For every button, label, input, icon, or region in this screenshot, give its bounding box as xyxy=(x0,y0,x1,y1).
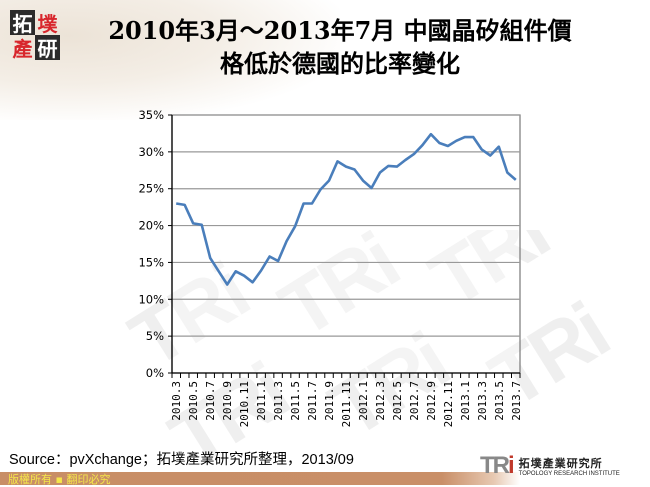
title-line-2: 格低於德國的比率變化 xyxy=(220,49,460,78)
y-tick-label: 20% xyxy=(138,219,164,233)
copyright-text: 版權所有 ▪ 翻印必究 xyxy=(8,473,111,486)
tri-footer-logo: TRi 拓墣產業研究所 TOPOLOGY RESEARCH INSTITUTE xyxy=(480,452,620,480)
x-tick-label: 2011.11 xyxy=(340,381,353,427)
logo-char: 墣 xyxy=(37,12,58,36)
x-tick-label: 2013.3 xyxy=(476,381,489,421)
x-tick-label: 2012.5 xyxy=(391,381,404,421)
title-line-1: 2010年3月～2013年7月 中國晶矽組件價 xyxy=(108,16,572,45)
x-tick-label: 2011.9 xyxy=(323,381,336,421)
org-name-en: TOPOLOGY RESEARCH INSTITUTE xyxy=(518,471,620,477)
x-tick-label: 2010.9 xyxy=(221,381,234,421)
x-tick-label: 2012.11 xyxy=(442,381,455,427)
y-tick-label: 30% xyxy=(138,145,164,159)
x-tick-label: 2010.7 xyxy=(204,381,217,421)
x-tick-label: 2011.5 xyxy=(289,381,302,421)
x-tick-label: 2012.7 xyxy=(408,381,421,421)
x-tick-label: 2012.1 xyxy=(357,381,370,421)
x-tick-label: 2013.1 xyxy=(459,381,472,421)
logo-char: 產 xyxy=(12,37,33,61)
tri-mark-icon: TRi xyxy=(480,452,515,479)
x-tick-label: 2012.3 xyxy=(374,381,387,421)
page-title: 2010年3月～2013年7月 中國晶矽組件價 格低於德國的比率變化 xyxy=(80,14,600,80)
source-note: Source：pvXchange；拓墣產業研究所整理，2013/09 xyxy=(9,452,354,468)
y-tick-label: 15% xyxy=(138,255,164,269)
x-tick-label: 2011.3 xyxy=(272,381,285,421)
x-tick-label: 2012.9 xyxy=(425,381,438,421)
footer-bar xyxy=(0,472,650,485)
x-tick-label: 2013.7 xyxy=(510,381,523,421)
y-tick-label: 25% xyxy=(138,182,164,196)
tri-logo-badge: 拓 墣 產 研 xyxy=(10,10,60,61)
plot-area xyxy=(171,114,521,374)
y-tick-label: 10% xyxy=(138,292,164,306)
x-tick-label: 2011.7 xyxy=(306,381,319,421)
y-tick-label: 5% xyxy=(146,329,164,343)
x-tick-label: 2010.3 xyxy=(170,381,183,421)
x-tick-label: 2013.5 xyxy=(493,381,506,421)
y-tick-label: 35% xyxy=(138,108,164,122)
background-map xyxy=(0,0,340,120)
org-name-cn: 拓墣產業研究所 xyxy=(518,457,603,470)
x-tick-label: 2010.11 xyxy=(238,381,251,427)
logo-char: 研 xyxy=(35,35,60,61)
x-tick-label: 2011.1 xyxy=(255,381,268,421)
logo-char: 拓 xyxy=(10,10,35,36)
data-series-line xyxy=(175,132,517,286)
y-tick-label: 0% xyxy=(146,366,164,380)
x-tick-label: 2010.5 xyxy=(187,381,200,421)
